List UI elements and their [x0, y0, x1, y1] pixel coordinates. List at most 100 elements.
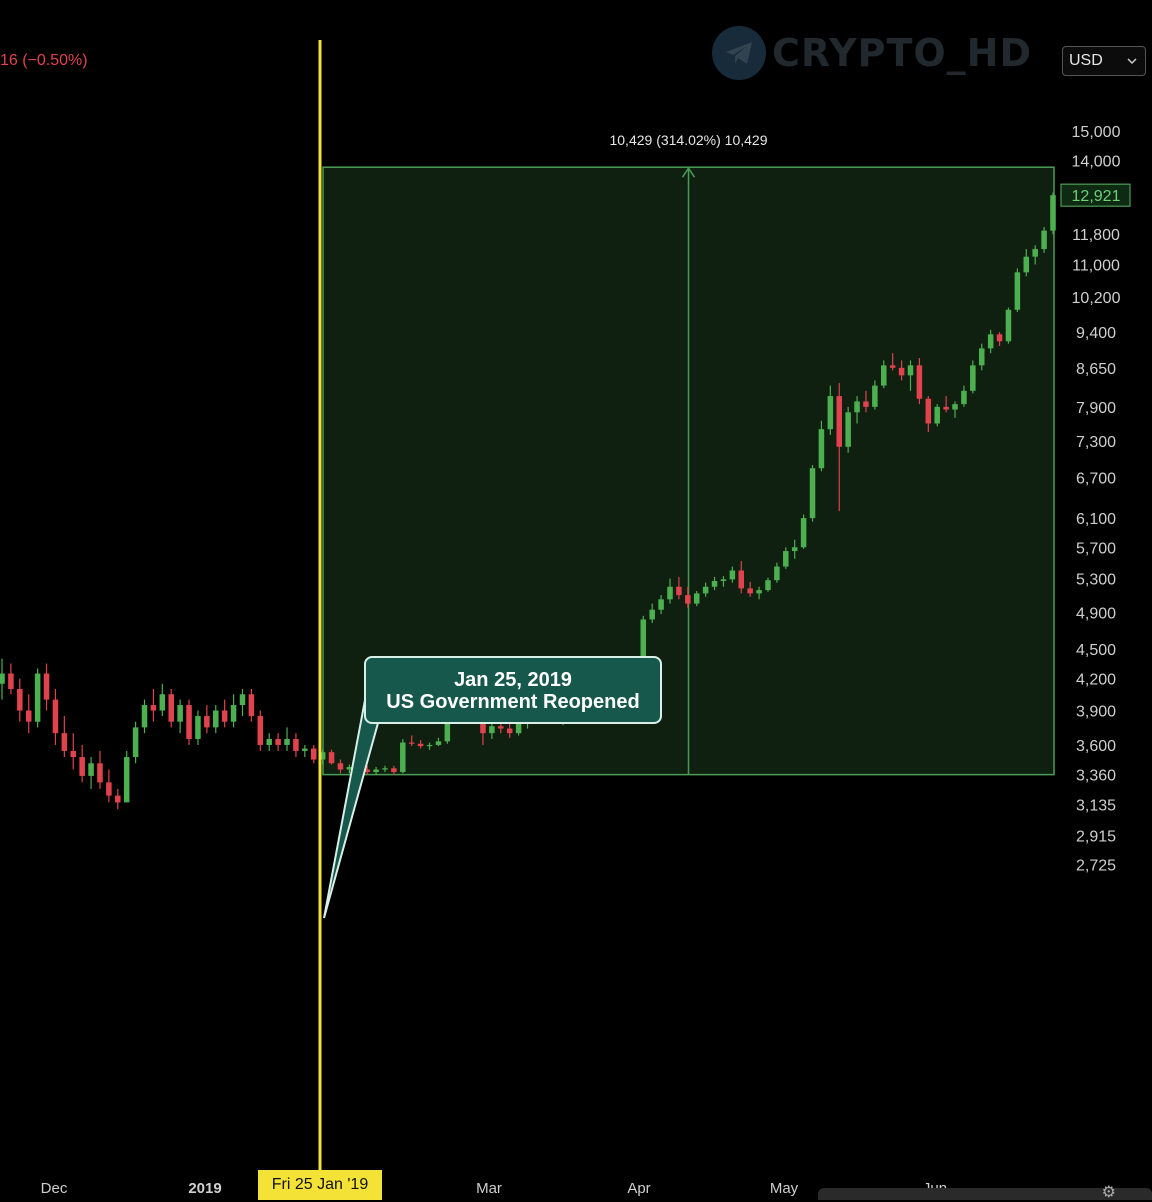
- candlestick-series: [0, 192, 1056, 810]
- candle: [693, 590, 700, 607]
- candle-body: [239, 694, 246, 706]
- candle-body: [25, 710, 32, 722]
- candle-body: [711, 580, 718, 587]
- candle-body: [720, 579, 727, 581]
- candle: [774, 562, 780, 583]
- y-tick-label: 14,000: [1072, 154, 1121, 171]
- x-tick-label: May: [770, 1180, 799, 1197]
- candle-body: [382, 768, 388, 770]
- candle-body: [943, 406, 949, 410]
- candle: [43, 663, 50, 711]
- candle: [382, 765, 388, 773]
- y-tick-label: 11,000: [1072, 257, 1120, 274]
- candle: [25, 694, 32, 734]
- candle: [97, 750, 103, 789]
- crosshair-date-label: Fri 25 Jan '19: [258, 1170, 382, 1200]
- candle: [720, 576, 727, 587]
- candle: [676, 576, 682, 600]
- candle-body: [257, 716, 264, 745]
- candle-body: [934, 406, 940, 424]
- candle-body: [729, 570, 736, 580]
- event-annotation[interactable]: Jan 25, 2019 US Government Reopened: [364, 656, 662, 724]
- candle: [881, 360, 887, 389]
- candle-body: [355, 767, 362, 770]
- currency-select[interactable]: USD: [1062, 46, 1146, 76]
- candle: [667, 578, 673, 604]
- candle-body: [818, 429, 825, 469]
- candle-body: [293, 739, 299, 751]
- candle-body: [898, 367, 905, 376]
- candle-body: [498, 726, 504, 729]
- candle-body: [328, 752, 335, 764]
- candle-body: [667, 586, 673, 600]
- candle-body: [115, 795, 121, 803]
- candle: [934, 404, 940, 427]
- price-axis[interactable]: 15,000 14,000 11,800 11,000 10,200 9,400 8,650…: [1060, 124, 1131, 875]
- candle-body: [435, 741, 442, 745]
- candle-body: [213, 710, 219, 728]
- candle-body: [123, 757, 130, 803]
- x-tick-label: 2019: [188, 1180, 221, 1197]
- candle: [1050, 192, 1056, 235]
- candle-body: [774, 566, 780, 581]
- candle-body: [515, 723, 522, 734]
- x-tick-label: Dec: [41, 1180, 68, 1197]
- candle: [489, 721, 495, 740]
- candle-body: [132, 727, 139, 758]
- candle: [435, 737, 442, 747]
- candle-body: [310, 748, 317, 760]
- annotation-date: Jan 25, 2019: [454, 669, 572, 691]
- candle: [302, 744, 308, 758]
- currency-label: USD: [1069, 52, 1103, 69]
- candle: [747, 581, 753, 597]
- time-axis[interactable]: Dec2019MarAprMayJun: [41, 1180, 947, 1197]
- candle: [52, 688, 59, 745]
- candle: [195, 710, 201, 745]
- candle-body: [106, 782, 112, 796]
- candle: [836, 383, 842, 512]
- candle-body: [43, 673, 50, 700]
- candle: [0, 658, 5, 700]
- candle-body: [97, 763, 103, 783]
- candle: [863, 390, 869, 413]
- bottom-toolbar[interactable]: ⚙: [818, 1184, 1152, 1201]
- candle: [230, 694, 237, 728]
- candle: [711, 576, 718, 591]
- candle: [809, 465, 816, 522]
- candle-body: [8, 673, 14, 689]
- gear-icon[interactable]: ⚙: [1101, 1184, 1116, 1201]
- candle: [177, 699, 183, 734]
- telegram-icon: [712, 26, 766, 80]
- candle-body: [952, 404, 958, 410]
- candle-body: [791, 547, 798, 552]
- candle-body: [765, 580, 771, 591]
- y-tick-label: 15,000: [1072, 124, 1121, 141]
- candle: [765, 577, 771, 592]
- candle-body: [685, 595, 691, 604]
- candle: [756, 586, 762, 600]
- candle: [275, 733, 281, 751]
- candle: [106, 769, 112, 803]
- candle-body: [836, 396, 842, 447]
- candle-body: [230, 705, 237, 722]
- candle: [141, 699, 148, 734]
- y-tick-label: 6,700: [1076, 471, 1116, 488]
- y-tick-label: 4,900: [1076, 605, 1116, 622]
- candle-body: [177, 705, 183, 722]
- candle-body: [916, 365, 923, 399]
- y-tick-label: 3,900: [1076, 704, 1116, 721]
- candle: [319, 749, 326, 765]
- candle-body: [1014, 272, 1021, 310]
- watermark-text: CRYPTO_HD: [772, 31, 1033, 75]
- candle: [408, 735, 415, 747]
- y-tick-label: 3,360: [1076, 768, 1116, 785]
- candle: [898, 360, 905, 381]
- candle: [426, 742, 433, 750]
- candle-body: [925, 398, 932, 424]
- candle-body: [400, 742, 406, 773]
- candle-body: [881, 365, 887, 386]
- candle-body: [88, 763, 94, 776]
- candle: [213, 705, 219, 734]
- candle-body: [61, 733, 68, 751]
